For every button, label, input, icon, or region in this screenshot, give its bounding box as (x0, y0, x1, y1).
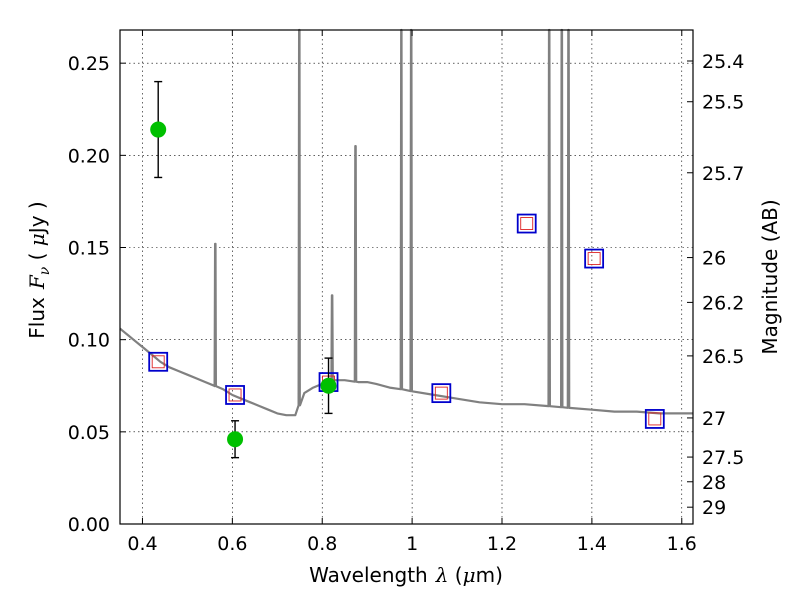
mag-tick-label: 25.7 (702, 163, 744, 185)
model-photometry-box-inner (587, 252, 601, 266)
model-photometry-box (148, 351, 169, 372)
model-photometry-box-inner (228, 388, 242, 402)
y-tick-label: 0.20 (68, 145, 110, 167)
y2-axis-label: Magnitude (AB) (758, 199, 782, 354)
mag-tick-label: 26 (702, 248, 726, 270)
model-photometry-box (225, 385, 245, 405)
model-spectrum (119, 28, 693, 417)
y-axis-label: FluxFν ( μJy ) (25, 201, 53, 338)
mag-tick-label: 25.4 (702, 51, 744, 73)
grid-lines (120, 30, 693, 525)
model-photometry-box (431, 383, 452, 404)
model-photometry-box-inner (151, 355, 165, 369)
y-tick-label: 0.00 (68, 514, 110, 536)
mag-tick-label: 27 (702, 408, 726, 430)
observed-flux-point (150, 121, 167, 138)
observed-flux-point (320, 377, 337, 394)
x-tick-label: 0.4 (127, 533, 157, 555)
x-tick-label: 1.4 (577, 533, 607, 555)
x-tick-label: 0.8 (307, 533, 337, 555)
plot-frame (119, 29, 694, 525)
y-tick-label: 0.15 (68, 238, 110, 260)
mag-tick-label: 26.2 (702, 292, 744, 314)
axis-ticks: 0.4 0.6 0.8 1 1.2 1.4 1.6 0.00 0.05 0.10 0.15 0.20 0… (68, 30, 744, 555)
model-photometry-box (516, 213, 537, 234)
model-spectrum-line (119, 28, 693, 417)
mag-tick-label: 26.5 (702, 346, 744, 368)
mag-tick-label: 25.5 (702, 92, 744, 114)
model-photometry-box-inner (520, 217, 534, 230)
x-axis-label: Wavelength λ (μm) (309, 563, 503, 587)
y-tick-label: 0.05 (68, 422, 110, 444)
observed-flux-point (227, 431, 244, 448)
x-tick-label: 1.2 (487, 533, 517, 555)
model-photometry-box-inner (648, 412, 662, 426)
x-tick-label: 1.6 (667, 533, 697, 555)
y-tick-label: 0.25 (68, 53, 110, 75)
mag-tick-label: 28 (702, 472, 726, 494)
model-photometry-box-inner (434, 386, 448, 400)
mag-tick-label: 29 (702, 497, 726, 519)
mag-tick-label: 27.5 (702, 447, 744, 469)
x-tick-label: 0.6 (217, 533, 247, 555)
data-points (148, 80, 665, 459)
model-photometry-box (584, 248, 605, 269)
x-tick-label: 1 (406, 533, 418, 555)
model-photometry-box (644, 409, 665, 429)
y-tick-label: 0.10 (68, 330, 110, 352)
